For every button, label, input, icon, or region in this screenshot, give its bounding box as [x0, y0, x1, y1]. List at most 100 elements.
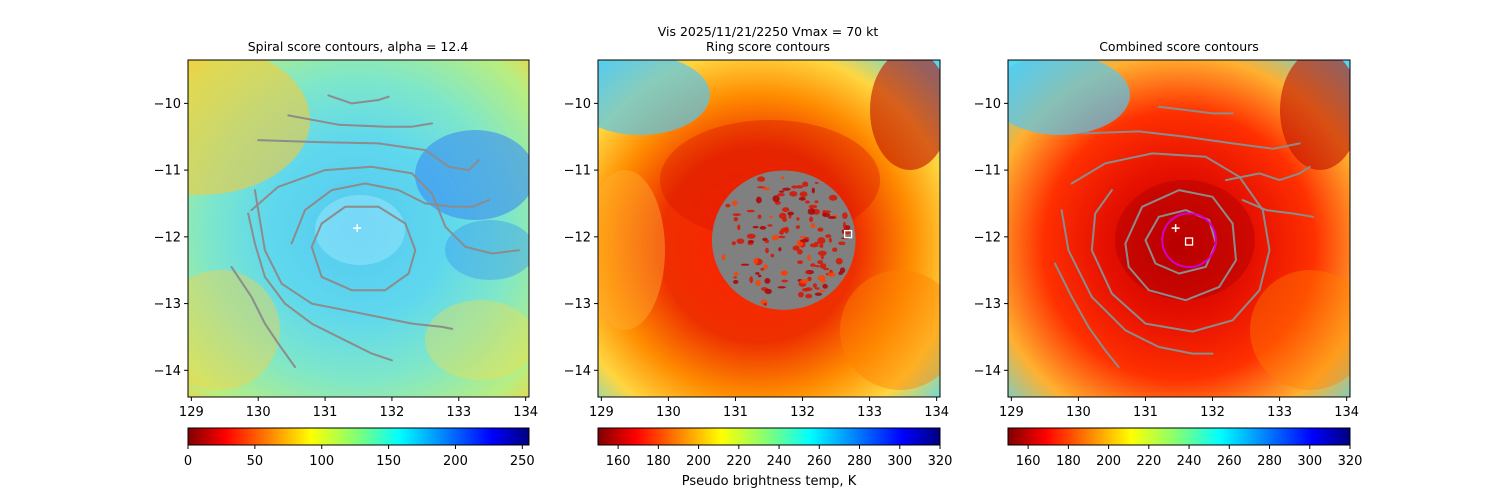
x-tick-label: 130 — [656, 405, 681, 420]
ring-title: Ring score contours — [706, 39, 830, 54]
x-tick-label: 132 — [790, 405, 815, 420]
ring-ticks: 129 130 131 132 133 134 −10 −11 −12 −13 −14 — [564, 97, 949, 420]
ring-speckle — [814, 181, 819, 184]
ring-speckle — [805, 200, 810, 204]
colorbar-tick-label: 100 — [309, 454, 334, 469]
ring-speckle — [762, 187, 771, 191]
combined-colorbar-ticks: 160 180 200 220 240 260 280 300 320 — [1016, 445, 1363, 469]
colorbar-tick-label: 300 — [1297, 454, 1322, 469]
x-tick-label: 129 — [589, 405, 614, 420]
ring-speckle — [746, 209, 755, 213]
x-tick-label: 130 — [1066, 405, 1091, 420]
contour-line — [290, 182, 490, 245]
colorbar-tick-label: 250 — [510, 454, 535, 469]
colorbar-tick-label: 300 — [887, 454, 912, 469]
ring-speckle — [817, 250, 827, 256]
x-tick-label: 133 — [857, 405, 882, 420]
ring-speckle — [764, 278, 771, 284]
ring-speckle — [733, 217, 739, 222]
contour-line — [327, 94, 390, 105]
colorbar-tick-label: 200 — [443, 454, 468, 469]
colorbar-tick-label: 160 — [1016, 454, 1041, 469]
ring-speckle — [838, 271, 843, 276]
ring-speckle — [721, 254, 726, 261]
x-tick-label: 133 — [446, 405, 471, 420]
x-tick-label: 131 — [313, 405, 338, 420]
y-tick-label: −12 — [154, 230, 181, 245]
x-tick-label: 130 — [246, 405, 271, 420]
ring-speckle — [808, 204, 818, 209]
ring-region — [711, 170, 856, 310]
ring-speckle — [759, 226, 767, 230]
contour-line — [247, 212, 393, 362]
ring-speckle — [832, 247, 838, 252]
combined-image — [1008, 60, 1350, 397]
ring-speckle — [797, 249, 803, 255]
ring-speckle — [778, 247, 782, 252]
colorbar-tick-label: 260 — [1217, 454, 1242, 469]
ring-speckle — [823, 210, 832, 214]
ring-speckle — [782, 217, 787, 222]
ring-speckle — [811, 187, 815, 194]
colorbar-tick-label: 160 — [606, 454, 631, 469]
ring-speckle — [781, 279, 789, 283]
ring-speckle — [802, 181, 809, 187]
ring-speckle — [736, 238, 745, 244]
ring-speckle — [814, 265, 821, 268]
spiral-ticks: 129 130 131 132 133 134 −10 −11 −12 −13 −14 — [154, 97, 539, 420]
contour-line — [1241, 199, 1315, 218]
ring-speckle — [805, 293, 813, 299]
ring-speckle — [817, 237, 826, 245]
ring-speckle — [795, 225, 801, 229]
ring-speckle — [842, 221, 846, 228]
ring-markers — [843, 230, 853, 239]
ring-speckle — [771, 234, 780, 241]
ring-speckle — [772, 195, 780, 203]
ring-speckle — [755, 272, 760, 275]
ring-speckle — [820, 255, 824, 260]
colorbar-tick-label: 260 — [807, 454, 832, 469]
ring-speckle — [828, 194, 838, 201]
ring-speckle — [814, 292, 823, 296]
y-tick-label: −12 — [564, 230, 591, 245]
ring-speckle — [819, 263, 827, 269]
x-tick-label: 133 — [1267, 405, 1292, 420]
search-circle — [1161, 212, 1217, 269]
colorbar-tick-label: 320 — [1338, 454, 1363, 469]
ring-speckle — [819, 243, 824, 248]
colorbar-tick-label: 0 — [184, 454, 192, 469]
ring-speckle — [734, 271, 739, 276]
ring-speckle — [805, 271, 810, 274]
colorbar-tick-label: 220 — [726, 454, 751, 469]
ring-speckle — [835, 257, 843, 265]
panel-spiral: 129 130 131 132 133 134 −10 −11 −12 −13 −14 Spiral… — [154, 39, 539, 469]
panel-ring: 129 130 131 132 133 134 −10 −11 −12 −13 −14 Vis 20… — [564, 24, 953, 489]
ring-speckle — [798, 196, 806, 201]
ring-speckle — [809, 216, 814, 223]
ring-speckle — [817, 227, 824, 232]
contour-line — [1157, 105, 1234, 115]
colorbar-tick-label: 180 — [1056, 454, 1081, 469]
ring-speckle — [796, 217, 800, 221]
ring-speckle — [733, 276, 737, 279]
ring-speckle — [777, 286, 786, 289]
ring-speckle — [842, 212, 848, 220]
center-plus-marker — [353, 224, 362, 233]
contour-line — [257, 139, 480, 172]
ring-speckle — [838, 241, 846, 246]
x-tick-label: 132 — [380, 405, 405, 420]
combined-title: Combined score contours — [1099, 39, 1259, 54]
colorbar-tick-label: 200 — [686, 454, 711, 469]
combined-ticks: 129 130 131 132 133 134 −10 −11 −12 −13 −14 — [974, 97, 1359, 420]
ring-speckle — [746, 233, 756, 239]
contour-line — [1124, 189, 1237, 302]
ring-speckle — [764, 288, 772, 295]
ring-speckle — [799, 279, 809, 284]
ring-speckle — [763, 302, 767, 306]
ring-speckle — [804, 287, 813, 292]
y-tick-label: −13 — [564, 297, 591, 312]
ring-speckle — [810, 263, 816, 267]
ring-speckle — [828, 237, 832, 243]
colorbar-tick-label: 280 — [847, 454, 872, 469]
center-plus-marker — [1171, 224, 1180, 233]
